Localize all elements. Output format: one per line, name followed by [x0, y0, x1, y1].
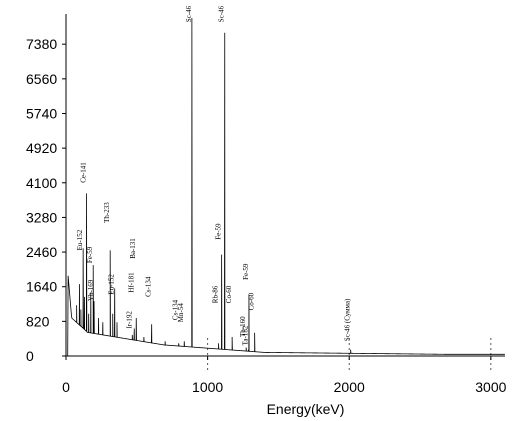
peak-label: Rb-86 [212, 285, 220, 303]
y-tick-label: 820 [26, 313, 50, 329]
y-tick-label: 6560 [26, 71, 57, 87]
y-axis-ticks: 0 820 1640 2460 3280 4100 4920 5740 6560 7380 [26, 36, 66, 364]
y-tick-label: 4920 [26, 140, 57, 156]
peak-label: Cs-134 [172, 299, 180, 320]
axes [65, 14, 505, 357]
peak-label: Fe-59 [242, 263, 250, 280]
y-tick-label: 3280 [26, 209, 57, 225]
peak-label: Yb-169 [87, 279, 95, 301]
y-tick-label: 1640 [26, 279, 57, 295]
peak-label: Tb-160 [239, 316, 247, 337]
y-tick-label: 2460 [26, 244, 57, 260]
peak-label: Eu-152 [76, 229, 84, 250]
peak-label: Cs-134 [145, 276, 153, 297]
peak-label: Mn-54 [177, 303, 185, 323]
y-tick-label: 0 [26, 348, 34, 364]
peak-label: Eu-152 [108, 274, 116, 295]
peak-label: Sc-46 [218, 5, 226, 22]
spectrum-line [66, 17, 505, 357]
peak-label: Ta-182 [242, 325, 250, 345]
y-tick-label: 7380 [26, 36, 57, 52]
peak-label: Co-60 [225, 285, 233, 303]
peak-label: Hf-181 [127, 272, 135, 293]
y-tick-label: 4100 [26, 175, 57, 191]
peak-label: Sc-46 (Сумма) [344, 298, 352, 341]
peak-label: Sc-46 [185, 5, 193, 22]
x-tick-label: 2000 [334, 379, 365, 395]
peak-label: Ba-131 [129, 238, 137, 259]
x-tick-label: 3000 [475, 379, 506, 395]
peak-labels: Eu-152 Ce-141 Fe-59 Yb-169 Th-233 Eu-152 Ir-19… [76, 5, 352, 345]
x-axis-label: Energy(keV) [267, 401, 345, 417]
peak-label: Ir-192 [125, 311, 133, 329]
peak-label: Ce-141 [80, 162, 88, 183]
y-tick-label: 5740 [26, 105, 57, 121]
peak-label: Fe-59 [215, 223, 223, 240]
peak-label: Fe-59 [86, 246, 94, 263]
peak-label: Co-60 [248, 292, 256, 310]
x-tick-label: 0 [62, 379, 70, 395]
peak-label: Th-233 [103, 202, 111, 223]
x-axis-ticks: 0 1000 2000 3000 [62, 356, 507, 395]
x-tick-label: 1000 [192, 379, 223, 395]
